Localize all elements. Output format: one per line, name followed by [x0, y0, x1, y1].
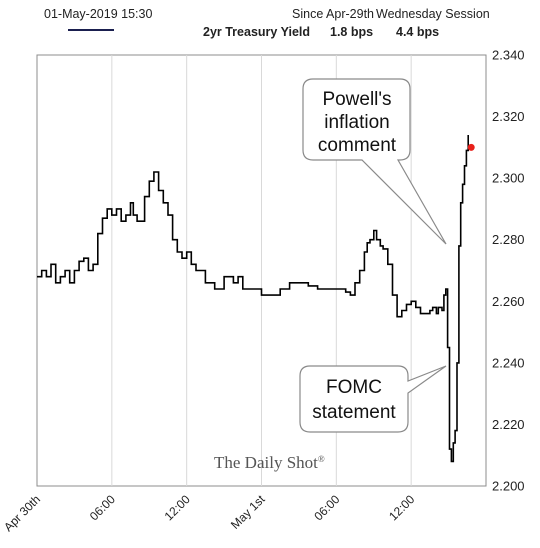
y-tick-label: 2.320	[492, 109, 525, 124]
y-tick-label: 2.300	[492, 171, 525, 186]
header-session-value: 4.4 bps	[396, 25, 439, 39]
last-value-marker	[467, 143, 475, 151]
header-since-value: 1.8 bps	[330, 25, 373, 39]
powell-callout: Powell's inflation comment	[302, 78, 447, 245]
brand-text: The Daily Shot	[214, 453, 318, 472]
header-since-label: Since Apr-29th	[292, 7, 374, 21]
powell-callout-line-1: Powell's	[322, 89, 391, 110]
series-line-2yr-yield	[37, 135, 469, 463]
x-tick-label: May 1st	[228, 492, 268, 532]
header-session-label: Wednesday Session	[376, 7, 490, 21]
y-tick-label: 2.280	[492, 232, 525, 247]
powell-callout-line-2: inflation	[324, 112, 390, 133]
y-tick-label: 2.340	[492, 48, 525, 63]
x-tick-label: 12:00	[386, 492, 417, 523]
y-axis: 2.200 2.220 2.240 2.260 2.280 2.300 2.320 2.340	[492, 48, 525, 494]
y-tick-label: 2.240	[492, 355, 525, 370]
fomc-callout-line-2: statement	[312, 402, 396, 423]
brand-mark: ®	[318, 454, 325, 464]
y-tick-label: 2.200	[492, 479, 525, 494]
fomc-callout: FOMC statement	[299, 365, 447, 433]
x-axis: Apr 30th 06:00 12:00 May 1st 06:00 12:00	[1, 492, 417, 534]
header-timestamp: 01-May-2019 15:30	[44, 7, 152, 21]
x-tick-label: 06:00	[311, 492, 342, 523]
y-tick-label: 2.260	[492, 294, 525, 309]
x-tick-label: 12:00	[162, 492, 193, 523]
fomc-callout-line-1: FOMC	[326, 377, 382, 398]
y-tick-label: 2.220	[492, 417, 525, 432]
brand-logo: The Daily Shot®	[214, 453, 325, 472]
powell-callout-line-3: comment	[318, 135, 397, 156]
x-tick-label: Apr 30th	[1, 492, 43, 534]
header-series-label: 2yr Treasury Yield	[203, 25, 310, 39]
x-tick-label: 06:00	[87, 492, 118, 523]
